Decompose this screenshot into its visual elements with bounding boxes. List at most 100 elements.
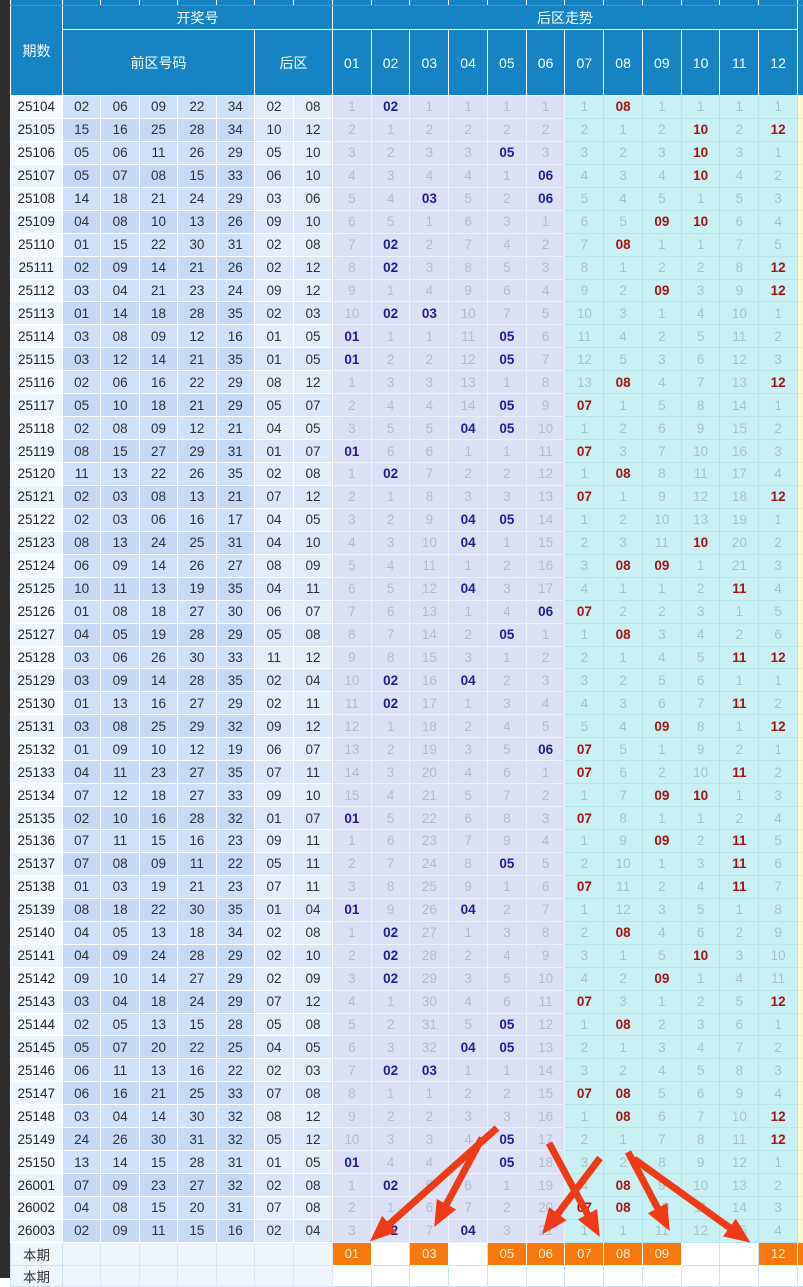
- back-number-cell: 08: [293, 1174, 332, 1197]
- trend-miss-cell: 3: [371, 371, 410, 394]
- edge-sliver-cell: [797, 692, 803, 715]
- front-number-cell: 09: [139, 325, 177, 348]
- trend-miss-cell: 7: [642, 1128, 681, 1151]
- trend-miss-cell: 1: [759, 669, 798, 692]
- front-number-cell: 29: [178, 715, 216, 738]
- back-number-cell: 02: [254, 944, 293, 967]
- trend-miss-cell: 2: [565, 118, 604, 141]
- trend-hit-cell: 04: [449, 1036, 488, 1059]
- front-number-cell: 13: [139, 1013, 177, 1036]
- trend-miss-cell: 16: [526, 554, 565, 577]
- back-number-cell: 04: [254, 577, 293, 600]
- trend-miss-cell: 7: [526, 898, 565, 921]
- trend-hit-cell: 08: [604, 371, 643, 394]
- front-number-cell: 03: [63, 325, 101, 348]
- trend-miss-cell: 5: [642, 1082, 681, 1105]
- front-number-cell: 12: [178, 417, 216, 440]
- trend-miss-cell: 20: [720, 531, 759, 554]
- front-number-cell: 10: [101, 807, 139, 830]
- back-number-cell: 05: [293, 508, 332, 531]
- back-number-cell: 08: [293, 233, 332, 256]
- trend-miss-cell: 3: [371, 1036, 410, 1059]
- trend-miss-cell: 7: [487, 784, 526, 807]
- trend-miss-cell: 14: [410, 623, 449, 646]
- front-number-cell: 08: [139, 485, 177, 508]
- edge-sliver-cell: [797, 554, 803, 577]
- front-number-cell: 23: [139, 761, 177, 784]
- trend-miss-cell: 7: [332, 600, 371, 623]
- trend-miss-cell: 14: [720, 1197, 759, 1220]
- trend-hit-cell: 01: [332, 1151, 371, 1174]
- front-number-cell: 08: [101, 210, 139, 233]
- trend-miss-cell: 6: [565, 210, 604, 233]
- trend-miss-cell: 3: [642, 623, 681, 646]
- trend-miss-cell: 9: [332, 1105, 371, 1128]
- trend-miss-cell: 12: [526, 1013, 565, 1036]
- trend-hit-cell: 07: [565, 440, 604, 463]
- trend-hit-cell: 02: [371, 944, 410, 967]
- trend-miss-cell: 3: [410, 371, 449, 394]
- trend-miss-cell: 5: [565, 187, 604, 210]
- front-number-cell: 11: [101, 761, 139, 784]
- draw-group-header: 开奖号: [63, 6, 333, 30]
- trend-miss-cell: 5: [759, 830, 798, 853]
- period-header: 期数: [11, 6, 63, 96]
- trend-miss-cell: 1: [681, 807, 720, 830]
- edge-sliver-cell: [797, 967, 803, 990]
- trend-miss-cell: 2: [449, 944, 488, 967]
- trend-miss-cell: 9: [720, 279, 759, 302]
- trend-miss-cell: 1: [371, 279, 410, 302]
- trend-miss-cell: 17: [526, 1128, 565, 1151]
- trend-miss-cell: 5: [759, 600, 798, 623]
- front-number-cell: 27: [178, 692, 216, 715]
- trend-miss-cell: 12: [720, 348, 759, 371]
- front-number-cell: 15: [139, 1151, 177, 1174]
- trend-miss-cell: 2: [410, 118, 449, 141]
- period-cell: 25121: [11, 485, 63, 508]
- back-number-cell: 02: [254, 692, 293, 715]
- trend-miss-cell: 1: [565, 1105, 604, 1128]
- front-number-cell: 29: [216, 967, 254, 990]
- trend-miss-cell: 2: [526, 233, 565, 256]
- empty-trend-cell: [642, 1265, 681, 1286]
- back-number-cell: 02: [254, 1219, 293, 1242]
- trend-miss-cell: 4: [759, 463, 798, 486]
- trend-miss-cell: 7: [449, 233, 488, 256]
- trend-miss-cell: 12: [449, 348, 488, 371]
- period-cell: 25115: [11, 348, 63, 371]
- trend-miss-cell: 6: [604, 761, 643, 784]
- trend-miss-cell: 5: [487, 738, 526, 761]
- edge-sliver-cell: [797, 210, 803, 233]
- front-number-cell: 06: [101, 646, 139, 669]
- trend-miss-cell: 5: [487, 256, 526, 279]
- front-number-cell: 29: [216, 371, 254, 394]
- trend-miss-cell: 3: [526, 669, 565, 692]
- front-number-cell: 06: [63, 1059, 101, 1082]
- edge-sliver-cell: [797, 600, 803, 623]
- front-number-cell: 26: [216, 210, 254, 233]
- back-number-cell: 07: [293, 394, 332, 417]
- back-number-cell: 02: [254, 463, 293, 486]
- trend-miss-cell: 1: [565, 508, 604, 531]
- trend-hit-cell: 04: [449, 508, 488, 531]
- front-number-cell: 22: [178, 1036, 216, 1059]
- period-cell: 25127: [11, 623, 63, 646]
- front-number-cell: 14: [139, 554, 177, 577]
- trend-miss-cell: 11: [526, 440, 565, 463]
- trend-miss-cell: 4: [681, 875, 720, 898]
- edge-sliver-cell: [797, 623, 803, 646]
- trend-miss-cell: 7: [681, 692, 720, 715]
- front-number-cell: 25: [216, 1036, 254, 1059]
- trend-miss-cell: 1: [410, 325, 449, 348]
- trend-miss-cell: 2: [371, 1105, 410, 1128]
- back-number-cell: 11: [254, 646, 293, 669]
- trend-miss-cell: 1: [759, 1013, 798, 1036]
